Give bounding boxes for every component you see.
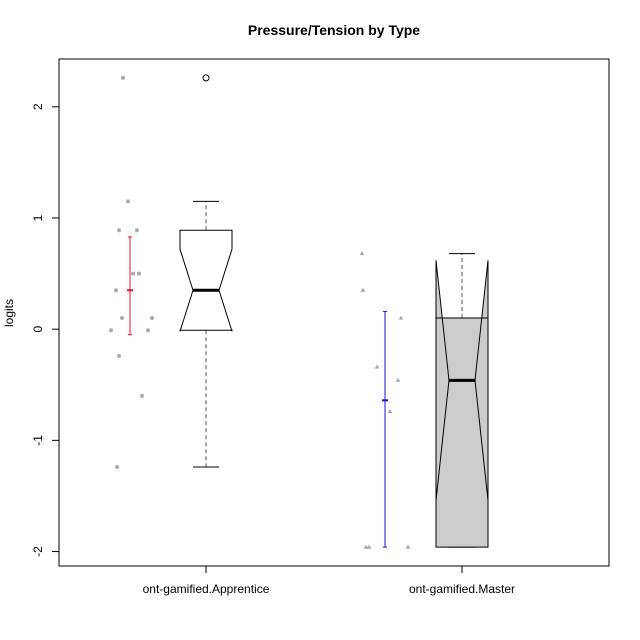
jitter-point: [121, 75, 125, 80]
outlier-point: [202, 74, 210, 82]
plot-frame: [58, 58, 610, 567]
jitter-point: [359, 250, 365, 256]
jitter-point: [366, 544, 372, 549]
jitter-point: [135, 228, 139, 233]
jitter-point: [126, 199, 130, 204]
jitter-point: [109, 328, 113, 333]
jitter-point: [405, 544, 411, 549]
y-tick-label: -2: [31, 546, 45, 557]
jitter-point: [150, 316, 154, 321]
jitter-point: [374, 364, 380, 369]
jitter-point: [137, 271, 141, 276]
y-tick-label: -1: [31, 435, 45, 446]
plot-area: [109, 74, 489, 549]
y-axis-label: logits: [2, 299, 16, 327]
boxplot-group: [109, 74, 233, 470]
jitter-point: [398, 315, 404, 320]
jitter-point: [387, 408, 393, 414]
jitter-point: [360, 287, 366, 292]
y-tick-label: 1: [31, 214, 45, 221]
box: [179, 229, 233, 332]
y-tick-label: 0: [31, 326, 45, 333]
jitter-point: [120, 316, 124, 321]
jitter-point: [395, 377, 401, 382]
boxplot-group: [359, 250, 489, 549]
jitter-point: [117, 353, 121, 358]
jitter-point: [114, 288, 118, 293]
jitter-point: [140, 393, 144, 398]
jitter-point: [115, 465, 119, 470]
x-tick-label: ont-gamified.Master: [409, 582, 515, 596]
jitter-point: [117, 228, 121, 233]
y-tick-label: 2: [31, 103, 45, 110]
chart-title: Pressure/Tension by Type: [248, 22, 420, 38]
x-tick-label: ont-gamified.Apprentice: [143, 582, 270, 596]
jitter-point: [146, 328, 150, 333]
box: [435, 260, 489, 548]
jitter-point: [131, 271, 135, 276]
